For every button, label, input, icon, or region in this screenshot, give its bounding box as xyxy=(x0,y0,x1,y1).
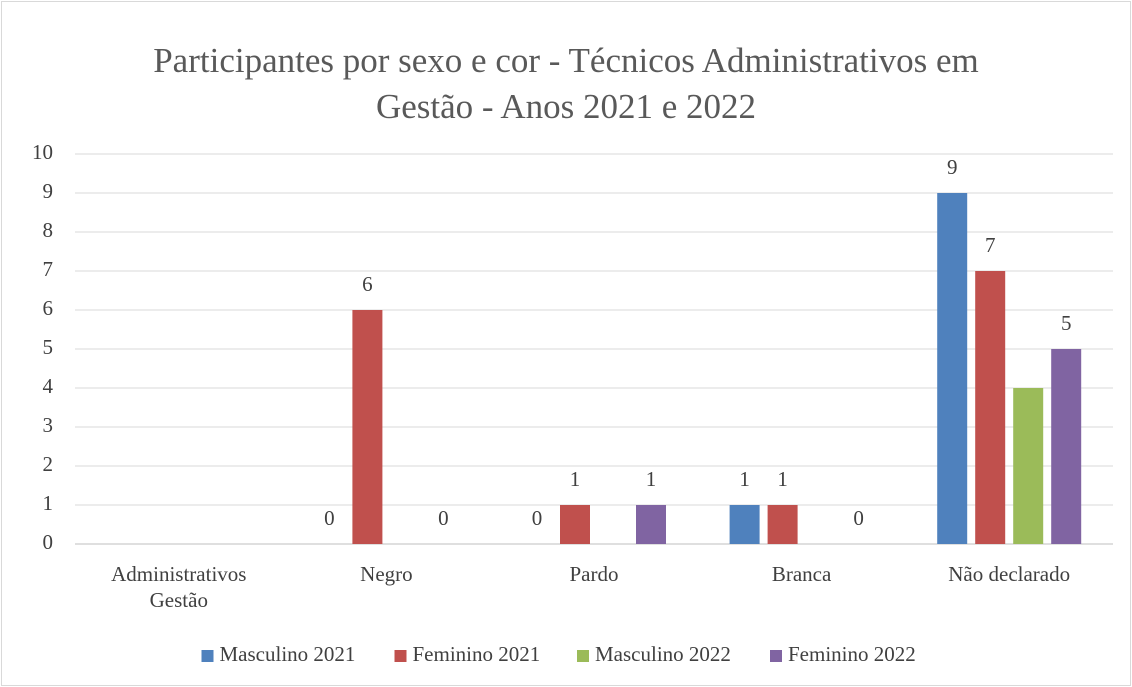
x-tick-label: Administrativos Gestão xyxy=(111,562,246,612)
data-label: 1 xyxy=(646,467,657,491)
data-label: 1 xyxy=(777,467,788,491)
bar xyxy=(1051,349,1082,544)
legend-swatch xyxy=(770,650,782,662)
data-label: 0 xyxy=(438,506,449,530)
x-tick-label: Pardo xyxy=(570,562,619,586)
chart-title: Participantes por sexo e cor - Técnicos … xyxy=(153,41,979,126)
legend-swatch xyxy=(577,650,589,662)
data-label: 0 xyxy=(853,506,864,530)
bar xyxy=(975,271,1006,544)
bar xyxy=(729,505,760,544)
data-label: 7 xyxy=(985,233,996,257)
legend-swatch xyxy=(394,650,407,662)
bar xyxy=(1013,388,1044,544)
x-tick-label: Branca xyxy=(772,562,832,586)
y-tick-label: 9 xyxy=(43,179,54,203)
y-tick-label: 5 xyxy=(43,335,54,359)
y-tick-label: 10 xyxy=(32,140,53,164)
legend-label: Masculino 2022 xyxy=(595,642,731,666)
y-tick-label: 6 xyxy=(43,296,54,320)
y-tick-label: 4 xyxy=(43,374,54,398)
y-tick-label: 0 xyxy=(43,530,54,554)
y-tick-label: 8 xyxy=(43,218,54,242)
bar xyxy=(636,505,666,544)
legend-label: Feminino 2022 xyxy=(788,642,916,666)
data-label: 9 xyxy=(947,155,958,179)
data-label: 1 xyxy=(570,467,581,491)
y-tick-label: 3 xyxy=(43,413,54,437)
y-tick-label: 2 xyxy=(43,452,54,476)
bar xyxy=(352,310,383,544)
x-tick-label: Não declarado xyxy=(948,562,1070,586)
data-label: 0 xyxy=(532,506,543,530)
y-tick-label: 7 xyxy=(43,257,54,281)
data-label: 6 xyxy=(362,272,373,296)
bar xyxy=(937,193,968,544)
data-label: 5 xyxy=(1061,311,1072,335)
data-label: 1 xyxy=(739,467,750,491)
bar xyxy=(560,505,590,544)
x-tick-label: Negro xyxy=(360,562,412,586)
bar xyxy=(767,505,798,544)
y-tick-label: 1 xyxy=(43,491,54,515)
legend-swatch xyxy=(201,650,214,662)
data-label: 0 xyxy=(324,506,335,530)
legend-label: Masculino 2021 xyxy=(220,642,356,666)
legend-label: Feminino 2021 xyxy=(413,642,541,666)
